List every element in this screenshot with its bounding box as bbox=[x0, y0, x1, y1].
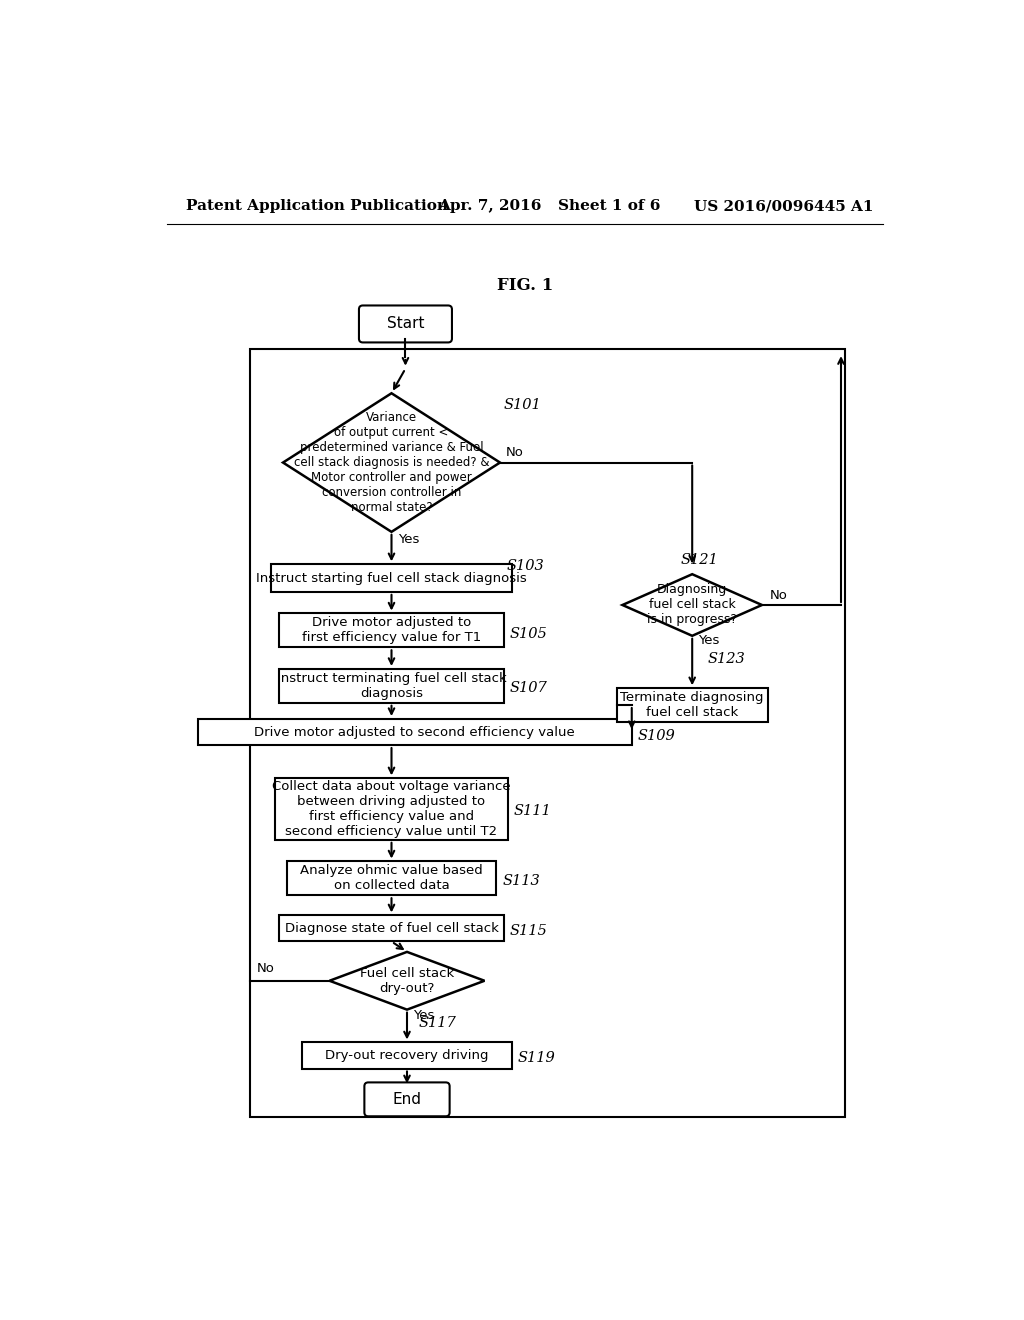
Polygon shape bbox=[283, 393, 500, 532]
Text: Yes: Yes bbox=[698, 634, 720, 647]
Text: Start: Start bbox=[387, 317, 424, 331]
Text: End: End bbox=[392, 1092, 422, 1107]
Polygon shape bbox=[623, 574, 762, 636]
FancyBboxPatch shape bbox=[287, 862, 496, 895]
Text: S105: S105 bbox=[510, 627, 548, 642]
Text: Drive motor adjusted to
first efficiency value for T1: Drive motor adjusted to first efficiency… bbox=[302, 616, 481, 644]
Text: No: No bbox=[506, 446, 524, 459]
Text: Drive motor adjusted to second efficiency value: Drive motor adjusted to second efficienc… bbox=[254, 726, 575, 739]
Text: Fuel cell stack
dry-out?: Fuel cell stack dry-out? bbox=[359, 966, 454, 995]
Text: S111: S111 bbox=[514, 804, 552, 818]
Text: S121: S121 bbox=[681, 553, 718, 568]
Text: No: No bbox=[257, 961, 274, 974]
FancyBboxPatch shape bbox=[280, 669, 504, 702]
Text: S113: S113 bbox=[503, 874, 540, 887]
Text: S117: S117 bbox=[419, 1016, 457, 1031]
Text: US 2016/0096445 A1: US 2016/0096445 A1 bbox=[693, 199, 873, 213]
Text: Variance
of output current <
predetermined variance & Fuel
cell stack diagnosis : Variance of output current < predetermin… bbox=[294, 411, 489, 513]
Text: Diagnose state of fuel cell stack: Diagnose state of fuel cell stack bbox=[285, 921, 499, 935]
FancyBboxPatch shape bbox=[359, 305, 452, 342]
Text: Instruct starting fuel cell stack diagnosis: Instruct starting fuel cell stack diagno… bbox=[256, 572, 527, 585]
Text: Yes: Yes bbox=[414, 1008, 434, 1022]
Text: S119: S119 bbox=[518, 1051, 556, 1065]
Text: Patent Application Publication: Patent Application Publication bbox=[186, 199, 449, 213]
Text: Collect data about voltage variance
between driving adjusted to
first efficiency: Collect data about voltage variance betw… bbox=[272, 780, 511, 838]
Text: Terminate diagnosing
fuel cell stack: Terminate diagnosing fuel cell stack bbox=[621, 692, 764, 719]
FancyBboxPatch shape bbox=[198, 719, 632, 744]
Text: Sheet 1 of 6: Sheet 1 of 6 bbox=[558, 199, 660, 213]
FancyBboxPatch shape bbox=[616, 688, 768, 722]
Text: FIG. 1: FIG. 1 bbox=[497, 277, 553, 294]
FancyBboxPatch shape bbox=[271, 564, 512, 591]
FancyBboxPatch shape bbox=[275, 779, 508, 840]
FancyBboxPatch shape bbox=[280, 915, 504, 941]
Text: S109: S109 bbox=[638, 729, 676, 743]
Text: S107: S107 bbox=[510, 681, 548, 696]
Text: Instruct terminating fuel cell stack
diagnosis: Instruct terminating fuel cell stack dia… bbox=[276, 672, 507, 700]
FancyBboxPatch shape bbox=[280, 614, 504, 647]
Text: No: No bbox=[770, 589, 787, 602]
Text: S123: S123 bbox=[708, 652, 745, 665]
Text: Diagnosing
fuel cell stack
is in progress?: Diagnosing fuel cell stack is in progres… bbox=[647, 583, 737, 627]
Polygon shape bbox=[330, 952, 484, 1010]
Text: S115: S115 bbox=[510, 924, 548, 937]
Text: Analyze ohmic value based
on collected data: Analyze ohmic value based on collected d… bbox=[300, 865, 483, 892]
Text: Apr. 7, 2016: Apr. 7, 2016 bbox=[438, 199, 542, 213]
FancyBboxPatch shape bbox=[365, 1082, 450, 1117]
Text: S103: S103 bbox=[506, 560, 544, 573]
Text: Dry-out recovery driving: Dry-out recovery driving bbox=[326, 1049, 488, 1063]
Text: Yes: Yes bbox=[397, 533, 419, 546]
Text: S101: S101 bbox=[504, 397, 542, 412]
FancyBboxPatch shape bbox=[302, 1043, 512, 1069]
